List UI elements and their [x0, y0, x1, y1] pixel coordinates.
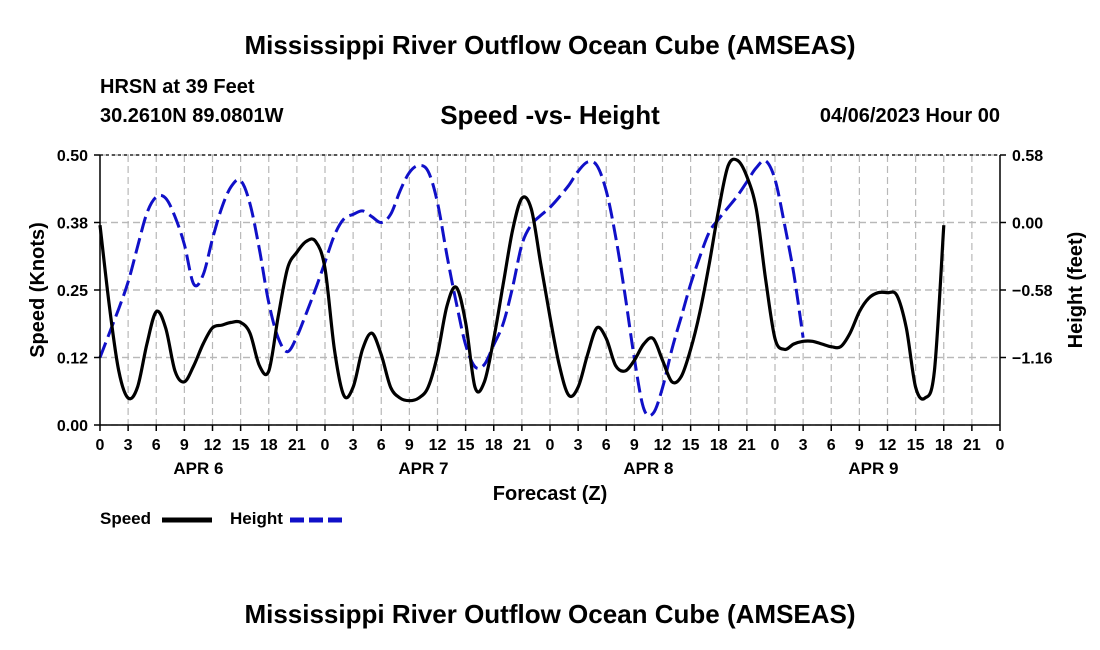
- y-right-tick-label: 0.00: [1012, 216, 1043, 233]
- height-series-line: [98, 158, 805, 418]
- x-day-label: APR 8: [623, 459, 673, 478]
- x-tick-label: 9: [855, 437, 864, 454]
- y-left-tick-label: 0.25: [57, 283, 88, 300]
- x-day-label: APR 6: [173, 459, 223, 478]
- y-left-tick-label: 0.50: [57, 148, 88, 165]
- x-tick-label: 9: [405, 437, 414, 454]
- y-right-tick-label: −0.58: [1012, 283, 1053, 300]
- x-tick-label: 0: [546, 437, 555, 454]
- x-tick-label: 3: [799, 437, 808, 454]
- x-tick-label: 15: [682, 437, 700, 454]
- x-tick-label: 21: [963, 437, 981, 454]
- x-tick-label: 6: [602, 437, 611, 454]
- y-right-tick-label: −1.16: [1012, 351, 1053, 368]
- station-label: HRSN at 39 Feet: [100, 76, 255, 98]
- x-tick-label: 18: [485, 437, 503, 454]
- x-tick-label: 21: [738, 437, 756, 454]
- legend-height-label: Height: [230, 509, 283, 528]
- station-coordinates: 30.2610N 89.0801W: [100, 105, 284, 127]
- x-tick-label: 0: [321, 437, 330, 454]
- series-layer: [98, 157, 946, 418]
- x-tick-label: 9: [180, 437, 189, 454]
- x-tick-label: 12: [654, 437, 672, 454]
- x-tick-label: 12: [879, 437, 897, 454]
- chart-subtitle: Speed -vs- Height: [440, 100, 660, 130]
- x-tick-label: 12: [204, 437, 222, 454]
- y-left-tick-label: 0.00: [57, 418, 88, 435]
- x-tick-label: 0: [996, 437, 1005, 454]
- x-tick-label: 6: [377, 437, 386, 454]
- x-tick-label: 21: [288, 437, 306, 454]
- repeated-main-title: Mississippi River Outflow Ocean Cube (AM…: [244, 599, 856, 629]
- grid-layer: [100, 154, 1000, 426]
- x-tick-label: 15: [907, 437, 925, 454]
- y-axis-right-label: Height (feet): [1065, 232, 1087, 349]
- x-tick-label: 3: [349, 437, 358, 454]
- chart-main-title: Mississippi River Outflow Ocean Cube (AM…: [244, 30, 856, 60]
- y-axis-left-label: Speed (Knots): [27, 222, 49, 358]
- x-day-label: APR 9: [848, 459, 898, 478]
- y-left-tick-label: 0.38: [57, 216, 88, 233]
- x-axis-label: Forecast (Z): [493, 483, 607, 505]
- axis-layer: 0 3 6 9 12 15 18 21 0 3 6 9 12 15 18 21 0 3 6 9 12 15 18 21 0 3 6 9…: [57, 148, 1053, 478]
- x-tick-label: 0: [96, 437, 105, 454]
- x-tick-label: 21: [513, 437, 531, 454]
- forecast-datetime: 04/06/2023 Hour 00: [819, 105, 1000, 127]
- speed-series-line: [98, 157, 946, 403]
- y-right-tick-label: 0.58: [1012, 148, 1043, 165]
- x-tick-label: 0: [771, 437, 780, 454]
- x-tick-label: 3: [574, 437, 583, 454]
- x-tick-label: 9: [630, 437, 639, 454]
- y-left-tick-label: 0.12: [57, 351, 88, 368]
- x-tick-label: 12: [429, 437, 447, 454]
- x-tick-label: 15: [457, 437, 475, 454]
- x-tick-label: 18: [260, 437, 278, 454]
- x-tick-label: 18: [935, 437, 953, 454]
- x-tick-label: 6: [152, 437, 161, 454]
- x-tick-label: 18: [710, 437, 728, 454]
- x-tick-label: 6: [827, 437, 836, 454]
- legend-speed-label: Speed: [100, 509, 152, 528]
- x-day-label: APR 7: [398, 459, 448, 478]
- x-tick-label: 3: [124, 437, 133, 454]
- x-tick-label: 15: [232, 437, 250, 454]
